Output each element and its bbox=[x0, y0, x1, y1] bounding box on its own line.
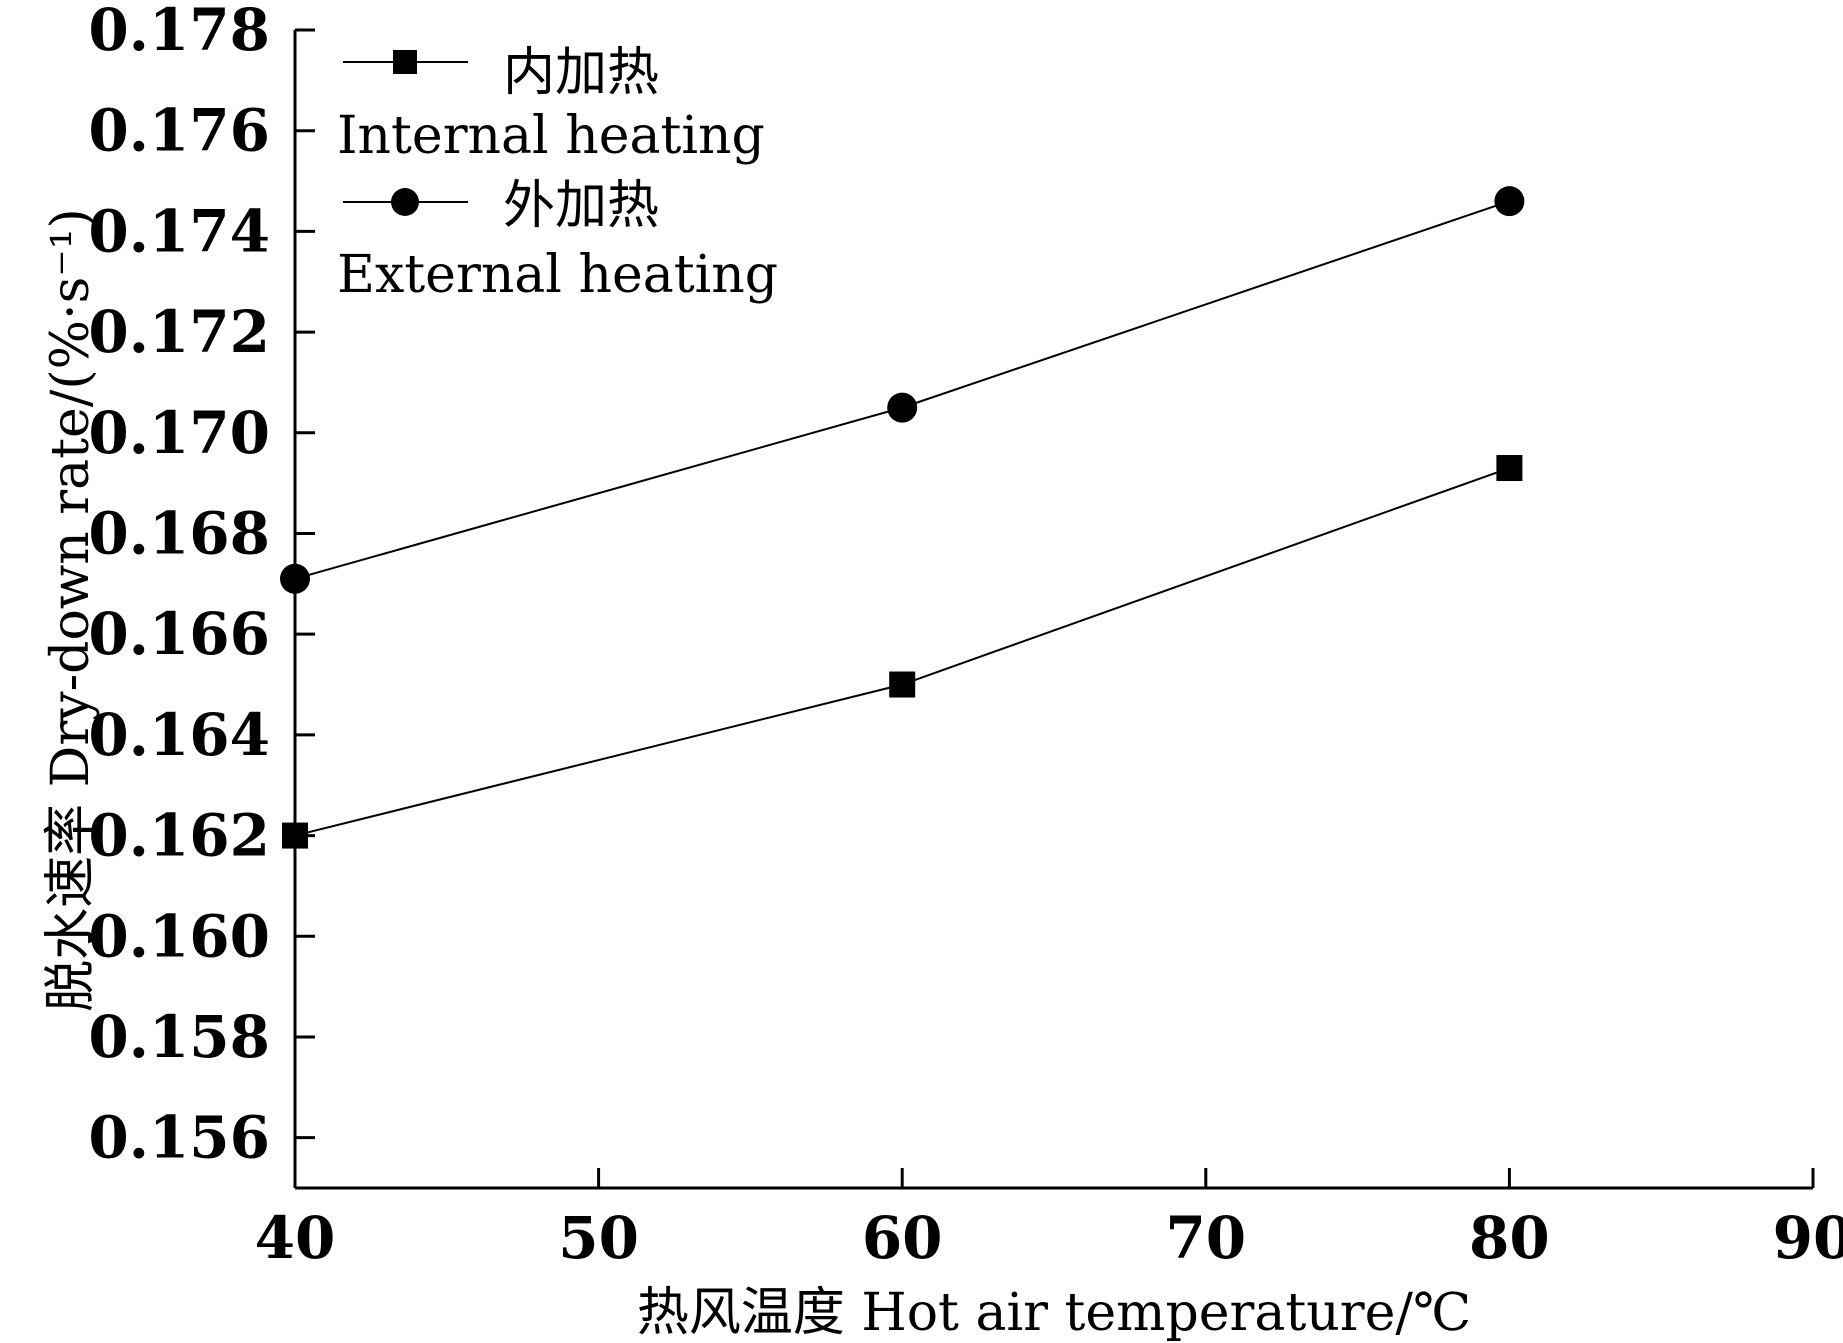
y-tick-label: 0.164 bbox=[88, 701, 270, 769]
x-tick-label: 50 bbox=[558, 1204, 639, 1272]
data-point-internal-heating bbox=[1496, 455, 1523, 482]
data-point-external-heating bbox=[280, 563, 310, 594]
x-tick-label: 70 bbox=[1165, 1204, 1246, 1272]
legend-internal-label-en: Internal heating bbox=[337, 106, 765, 166]
series bbox=[280, 186, 1525, 849]
y-tick-label: 0.156 bbox=[88, 1104, 270, 1172]
axes: 40 50 60 70 80 90 0.1560.1580.1600.1620.1640.… bbox=[88, 0, 1843, 1272]
x-axis-title: 热风温度 Hot air temperature/℃ bbox=[637, 1283, 1471, 1343]
data-point-external-heating bbox=[1494, 186, 1525, 217]
x-tick-label: 80 bbox=[1469, 1204, 1550, 1272]
y-tick-label: 0.158 bbox=[88, 1003, 270, 1071]
data-point-external-heating bbox=[887, 392, 918, 423]
x-tick-label: 90 bbox=[1773, 1204, 1843, 1272]
y-tick-label: 0.160 bbox=[88, 902, 270, 970]
data-point-internal-heating bbox=[282, 822, 308, 849]
x-tick-label: 60 bbox=[862, 1204, 943, 1272]
y-tick-label: 0.174 bbox=[88, 197, 270, 265]
legend-external-circle-marker bbox=[391, 188, 419, 216]
y-tick-label: 0.172 bbox=[88, 298, 270, 366]
series-line-internal-heating bbox=[294, 467, 1510, 837]
y-ticks: 0.156 0.158 0.160 0.162 0.164 0.166 0.168 0.170… bbox=[88, 0, 315, 1172]
data-point-internal-heating bbox=[889, 671, 916, 698]
y-tick-label: 0.166 bbox=[88, 600, 270, 668]
x-ticks: 40 50 60 70 80 90 bbox=[255, 1168, 1843, 1272]
y-tick-label: 0.178 bbox=[88, 0, 270, 64]
legend-external-label-en: External heating bbox=[337, 245, 778, 305]
legend: 内加热 Internal heating 外加热 External heatin… bbox=[337, 43, 778, 305]
y-tick-label: 0.176 bbox=[88, 97, 270, 165]
legend-external-label-zh: 外加热 bbox=[503, 176, 659, 236]
y-tick-label: 0.162 bbox=[88, 802, 270, 870]
legend-internal-label-zh: 内加热 bbox=[503, 43, 659, 103]
x-tick-label: 40 bbox=[255, 1204, 336, 1272]
y-tick-label: 0.170 bbox=[88, 399, 270, 467]
y-axis-title: 脱水速率 Dry-down rate/(%·s⁻¹) bbox=[41, 208, 101, 1012]
legend-internal-square-marker bbox=[393, 50, 417, 74]
y-tick-label: 0.168 bbox=[88, 499, 270, 567]
